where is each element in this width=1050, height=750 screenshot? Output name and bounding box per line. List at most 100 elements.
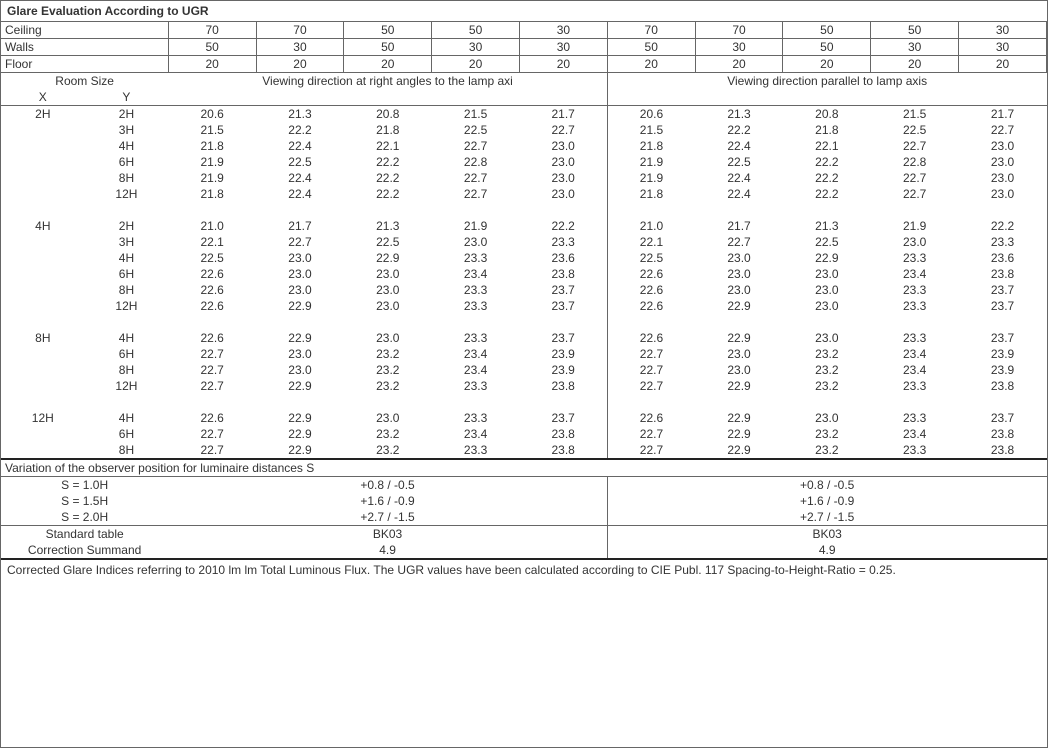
ugr-value: 21.9	[168, 170, 256, 186]
ugr-value: 22.9	[695, 378, 783, 394]
ugr-value: 22.7	[959, 122, 1047, 138]
room-size-label: Room Size	[1, 73, 168, 90]
y-value: 8H	[85, 282, 169, 298]
ugr-value: 22.9	[256, 298, 344, 314]
ugr-value: 23.7	[520, 298, 608, 314]
table-row: 6H22.722.923.223.423.822.722.923.223.423…	[1, 426, 1047, 442]
ugr-value: 23.0	[344, 330, 432, 346]
table-row: 12H22.622.923.023.323.722.622.923.023.32…	[1, 298, 1047, 314]
x-value	[1, 266, 85, 282]
ugr-value: 23.0	[256, 266, 344, 282]
ugr-value: 23.7	[959, 282, 1047, 298]
ugr-value: 21.7	[256, 218, 344, 234]
s-label: S = 1.0H	[1, 477, 168, 494]
ugr-value: 23.0	[520, 154, 608, 170]
ugr-value: 23.4	[432, 426, 520, 442]
y-value: 6H	[85, 266, 169, 282]
y-value: 4H	[85, 330, 169, 346]
ugr-value: 22.7	[607, 442, 695, 459]
ugr-value: 22.6	[607, 282, 695, 298]
ugr-value: 23.7	[520, 410, 608, 426]
viewing-left-label: Viewing direction at right angles to the…	[168, 73, 607, 90]
reflectance-value: 20	[695, 56, 783, 73]
ugr-value: 23.3	[520, 234, 608, 250]
x-value: 12H	[1, 410, 85, 426]
ugr-value: 22.9	[256, 378, 344, 394]
ugr-value: 22.7	[871, 186, 959, 202]
x-label: X	[1, 89, 85, 106]
reflectance-value: 30	[520, 39, 608, 56]
ugr-value: 23.0	[344, 410, 432, 426]
variation-row: S = 2.0H+2.7 / -1.5+2.7 / -1.5	[1, 509, 1047, 526]
reflectance-value: 20	[520, 56, 608, 73]
reflectance-value: 50	[168, 39, 256, 56]
ugr-value: 21.7	[520, 106, 608, 123]
ugr-value: 22.4	[256, 170, 344, 186]
ugr-value: 22.9	[344, 250, 432, 266]
ugr-value: 22.8	[871, 154, 959, 170]
ugr-value: 23.8	[520, 442, 608, 459]
table-row: 6H22.723.023.223.423.922.723.023.223.423…	[1, 346, 1047, 362]
ugr-value: 23.7	[520, 330, 608, 346]
ugr-value: 21.9	[432, 218, 520, 234]
table-row: 4H21.822.422.122.723.021.822.422.122.723…	[1, 138, 1047, 154]
ugr-value: 22.9	[695, 410, 783, 426]
ugr-value: 23.0	[256, 250, 344, 266]
ugr-value: 23.4	[432, 266, 520, 282]
x-value	[1, 298, 85, 314]
reflectance-value: 30	[695, 39, 783, 56]
group-spacer	[1, 394, 1047, 410]
ugr-value: 22.7	[168, 378, 256, 394]
ugr-value: 23.0	[783, 410, 871, 426]
reflectance-label: Walls	[1, 39, 168, 56]
ugr-value: 23.0	[520, 186, 608, 202]
ugr-value: 23.0	[959, 138, 1047, 154]
variation-right: +0.8 / -0.5	[607, 477, 1046, 494]
ugr-value: 23.4	[871, 426, 959, 442]
ugr-value: 23.3	[432, 410, 520, 426]
reflectance-value: 20	[783, 56, 871, 73]
ugr-value: 22.9	[256, 426, 344, 442]
ugr-value: 22.7	[871, 170, 959, 186]
ugr-value: 23.3	[432, 298, 520, 314]
ugr-value: 22.5	[783, 234, 871, 250]
ugr-value: 22.8	[432, 154, 520, 170]
ugr-value: 21.8	[344, 122, 432, 138]
y-value: 3H	[85, 234, 169, 250]
ugr-value: 23.8	[959, 266, 1047, 282]
ugr-value: 23.2	[344, 442, 432, 459]
ugr-value: 23.8	[520, 378, 608, 394]
ugr-value: 22.2	[344, 170, 432, 186]
ugr-value: 21.9	[871, 218, 959, 234]
ugr-value: 23.0	[256, 362, 344, 378]
reflectance-value: 30	[959, 39, 1047, 56]
table-row: 8H21.922.422.222.723.021.922.422.222.723…	[1, 170, 1047, 186]
x-value	[1, 442, 85, 459]
ugr-value: 22.4	[256, 138, 344, 154]
x-value	[1, 154, 85, 170]
ugr-value: 23.0	[344, 266, 432, 282]
y-label: Y	[85, 89, 169, 106]
ugr-value: 23.6	[959, 250, 1047, 266]
reflectance-value: 50	[344, 39, 432, 56]
standard-table-label: Standard table	[1, 526, 168, 543]
y-value: 12H	[85, 378, 169, 394]
ugr-value: 23.0	[783, 330, 871, 346]
variation-right: +2.7 / -1.5	[607, 509, 1046, 526]
ugr-value: 21.5	[871, 106, 959, 123]
ugr-table-container: Glare Evaluation According to UGR Ceilin…	[0, 0, 1048, 748]
ugr-value: 21.7	[695, 218, 783, 234]
y-value: 12H	[85, 298, 169, 314]
x-value: 4H	[1, 218, 85, 234]
ugr-value: 22.5	[168, 250, 256, 266]
y-value: 2H	[85, 106, 169, 123]
table-row: 3H22.122.722.523.023.322.122.722.523.023…	[1, 234, 1047, 250]
ugr-value: 22.7	[256, 234, 344, 250]
ugr-value: 23.3	[871, 250, 959, 266]
ugr-value: 23.0	[520, 170, 608, 186]
y-value: 3H	[85, 122, 169, 138]
standard-left: BK03	[168, 526, 607, 543]
ugr-value: 23.0	[783, 282, 871, 298]
x-value	[1, 234, 85, 250]
ugr-value: 23.3	[432, 282, 520, 298]
